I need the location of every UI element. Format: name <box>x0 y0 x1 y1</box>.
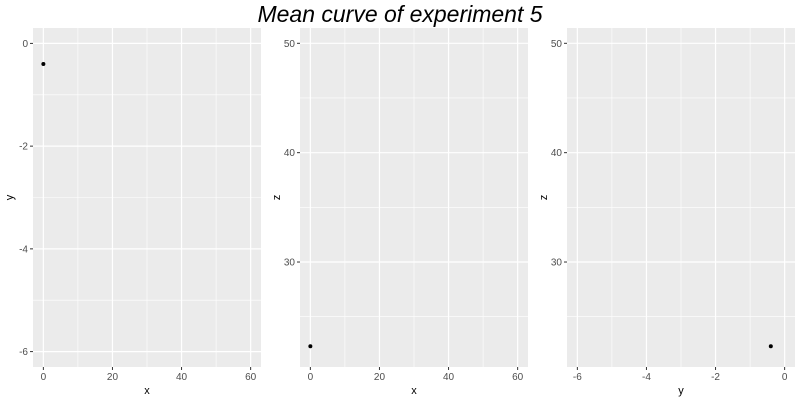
x-axis-title: y <box>678 385 684 397</box>
x-tick-label: 40 <box>176 372 188 383</box>
chart-panel-1: 0 20 40 60 0 -2 -4 -6 x y <box>4 28 261 397</box>
y-tick-label: 30 <box>284 258 296 269</box>
data-point <box>768 344 773 349</box>
x-axis-title: x <box>411 385 417 397</box>
y-tick-label: -6 <box>19 347 28 358</box>
y-axis-title: z <box>538 195 550 201</box>
y-tick-label: 0 <box>22 39 28 50</box>
x-axis-title: x <box>144 385 150 397</box>
data-point <box>41 61 46 66</box>
chart-panel-3: -6 -4 -2 0 30 40 50 y z <box>538 28 795 397</box>
x-tick-label: -6 <box>573 372 582 383</box>
y-tick-label: 40 <box>551 148 563 159</box>
y-tick-label: 40 <box>284 148 296 159</box>
x-tick-label: -2 <box>711 372 720 383</box>
x-tick-label: 0 <box>782 372 788 383</box>
data-point <box>308 344 313 349</box>
x-tick-label: 20 <box>374 372 386 383</box>
y-tick-label: -4 <box>19 244 28 255</box>
figure-title: Mean curve of experiment 5 <box>257 1 543 27</box>
y-tick-label: 30 <box>551 258 563 269</box>
x-tick-label: 60 <box>512 372 524 383</box>
y-tick-label: 50 <box>284 39 296 50</box>
x-tick-label: 60 <box>245 372 257 383</box>
y-axis-title: y <box>4 194 16 200</box>
x-tick-label: 20 <box>107 372 119 383</box>
y-axis-title: z <box>271 195 283 201</box>
y-tick-label: 50 <box>551 39 563 50</box>
x-tick-label: -4 <box>642 372 651 383</box>
x-tick-label: 0 <box>308 372 314 383</box>
chart-panel-2: 0 20 40 60 30 40 50 x z <box>271 28 528 397</box>
x-tick-label: 40 <box>443 372 455 383</box>
y-tick-label: -2 <box>19 142 28 153</box>
x-tick-label: 0 <box>41 372 47 383</box>
